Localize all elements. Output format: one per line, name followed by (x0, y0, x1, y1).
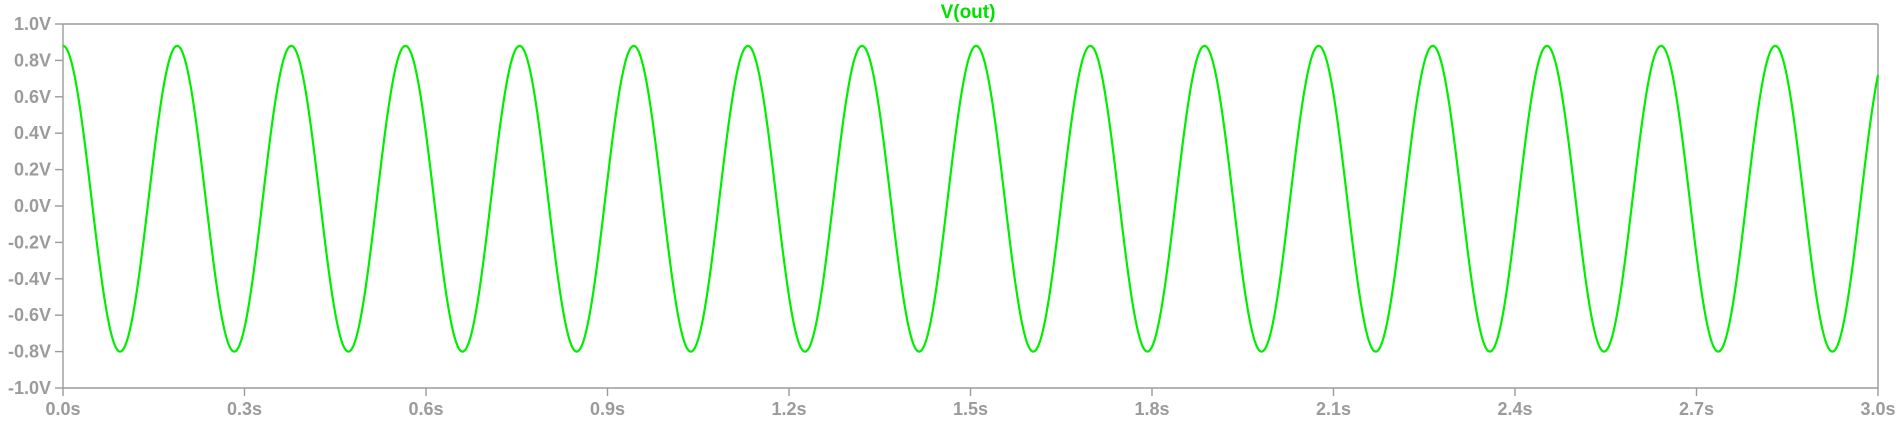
x-tick-label: 2.4s (1497, 399, 1532, 419)
y-tick-label: 0.0V (14, 196, 51, 216)
y-tick-label: 0.8V (14, 50, 51, 70)
x-tick-label: 1.8s (1134, 399, 1169, 419)
x-tick-label: 2.7s (1679, 399, 1714, 419)
y-tick-label: 0.4V (14, 123, 51, 143)
x-tick-label: 0.3s (227, 399, 262, 419)
trace-title[interactable]: V(out) (941, 2, 996, 23)
y-axis: 1.0V 0.8V 0.6V 0.4V 0.2V 0.0V -0.2V -0.4V -0.6V -… (8, 14, 63, 398)
x-axis: 0.0s 0.3s 0.6s 0.9s 1.2s 1.5s 1.8s 2.1s 2.4s 2.7s… (45, 388, 1896, 419)
x-tick-label: 3.0s (1860, 399, 1895, 419)
x-tick-label: 2.1s (1316, 399, 1351, 419)
y-tick-label: 0.2V (14, 160, 51, 180)
x-tick-label: 0.0s (45, 399, 80, 419)
y-tick-label: 1.0V (14, 14, 51, 34)
y-tick-label: -0.8V (8, 342, 51, 362)
vout-trace[interactable] (62, 44, 1880, 353)
x-tick-label: 0.6s (408, 399, 443, 419)
x-tick-label: 1.5s (953, 399, 988, 419)
x-tick-label: 1.2s (771, 399, 806, 419)
y-tick-label: -0.4V (8, 269, 51, 289)
y-tick-label: -0.2V (8, 232, 51, 252)
x-tick-label: 0.9s (590, 399, 625, 419)
y-tick-label: -0.6V (8, 305, 51, 325)
y-tick-label: 0.6V (14, 87, 51, 107)
y-tick-label: -1.0V (8, 378, 51, 398)
